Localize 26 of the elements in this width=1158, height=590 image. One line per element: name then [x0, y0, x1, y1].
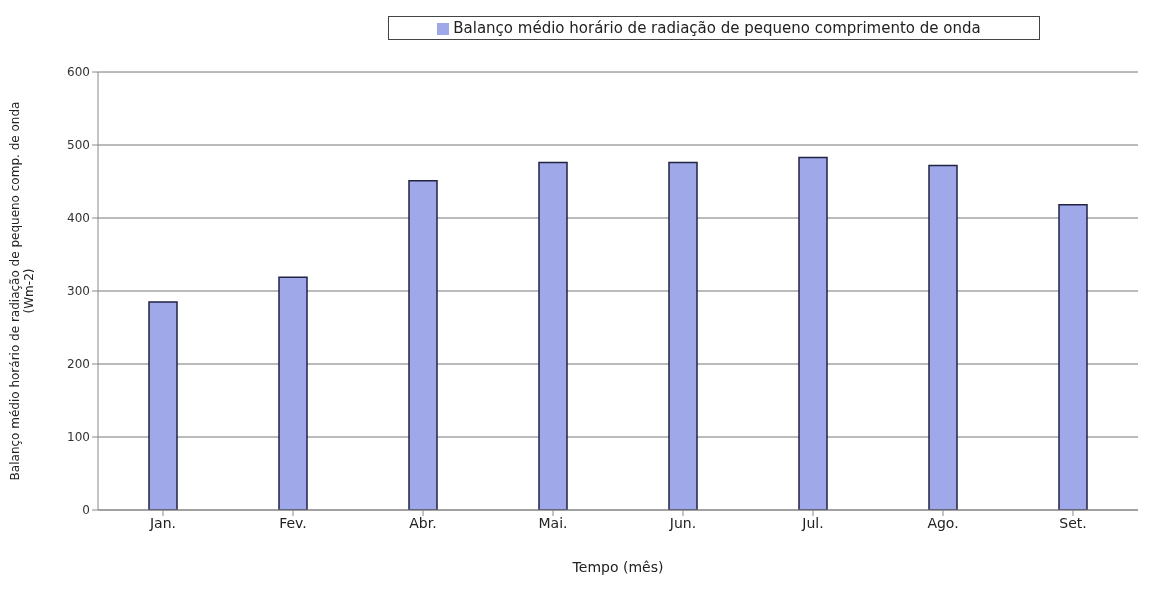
bar — [538, 161, 568, 510]
x-tick-label: Set. — [1059, 514, 1087, 531]
bar — [798, 156, 828, 510]
y-tick-label: 400 — [67, 211, 90, 226]
x-axis-title: Tempo (mês) — [571, 559, 664, 575]
bar — [408, 180, 438, 510]
legend-label: Balanço médio horário de radiação de pequeno comprimento de onda — [453, 19, 981, 37]
x-tick-label: Jun. — [668, 514, 697, 531]
x-tick-label: Mai. — [538, 514, 568, 531]
y-tick-label: 600 — [67, 65, 90, 80]
y-axis-title: Balanço médio horário de radiação de pequeno comp. de onda (Wm-2) — [8, 101, 36, 481]
bar — [668, 161, 698, 510]
y-tick-label: 100 — [67, 430, 90, 445]
x-tick-label: Fev. — [279, 514, 307, 531]
bar — [278, 276, 308, 510]
bar — [928, 164, 958, 510]
x-tick-label: Abr. — [409, 514, 437, 531]
bar — [1058, 204, 1088, 510]
y-tick-label: 300 — [67, 284, 90, 299]
bar — [148, 301, 178, 510]
y-tick-label: 0 — [82, 503, 90, 518]
y-tick-label: 500 — [67, 138, 90, 153]
y-tick-label: 200 — [67, 357, 90, 372]
x-tick-label: Ago. — [927, 514, 959, 531]
x-tick-label: Jan. — [148, 514, 177, 531]
x-tick-label: Jul. — [801, 514, 824, 531]
